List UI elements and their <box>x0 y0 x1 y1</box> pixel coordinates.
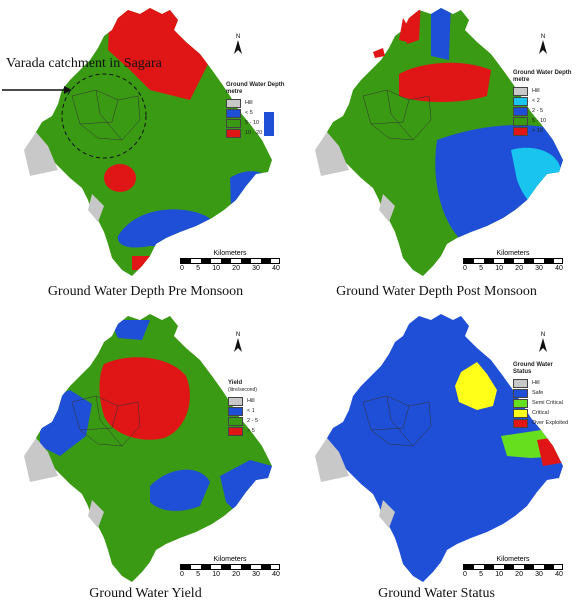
legend-label: Over Exploited <box>532 420 569 426</box>
legend-post-monsoon: Ground Water Depth metre Hill < 2 2 - 5 5… <box>513 70 572 136</box>
legend-swatch <box>226 108 241 118</box>
scale-bar: Kilometers 0 5 10 20 30 40 <box>180 556 280 578</box>
legend-swatch <box>226 128 241 138</box>
legend-label: < 5 <box>245 110 253 116</box>
north-arrow-icon <box>539 40 547 54</box>
legend-pre-monsoon: Ground Water Depth metre Hill < 5 5 - 10 … <box>226 82 296 138</box>
legend-swatch <box>226 118 241 128</box>
north-arrow-icon <box>539 338 547 352</box>
legend-label: < 2 <box>532 98 540 104</box>
panel-status: Ground Water Status Hill Safe Semi Critic… <box>291 306 582 612</box>
legend-label: Hill <box>247 398 255 404</box>
caption-post-monsoon: Ground Water Depth Post Monsoon <box>336 284 537 299</box>
legend-label: < 1 <box>247 408 255 414</box>
map-status <box>315 314 563 582</box>
legend-label: Hill <box>245 100 253 106</box>
legend-label: Semi Critical <box>532 400 563 406</box>
legend-label: 5 - 10 <box>245 120 260 126</box>
north-arrow: N <box>232 34 244 56</box>
map-post-monsoon <box>315 8 563 276</box>
legend-label: 5 - 10 <box>532 118 547 124</box>
legend-status: Ground Water Status Hill Safe Semi Critic… <box>513 362 569 428</box>
legend-swatch <box>226 98 241 108</box>
legend-label: Hill <box>532 380 540 386</box>
legend-label: Safe <box>532 390 544 396</box>
legend-label: 2 - 5 <box>532 108 544 114</box>
north-arrow: N <box>232 332 244 354</box>
panel-post-monsoon: Ground Water Depth metre Hill < 2 2 - 5 5… <box>291 0 582 306</box>
legend-label: 10 - 20 <box>245 130 263 136</box>
legend-label: 2 - 5 <box>247 418 259 424</box>
panel-yield: Yield (litre/second) Hill < 1 2 - 5 > 5 N… <box>0 306 291 612</box>
scale-bar: Kilometers 0 5 10 20 30 40 <box>180 250 280 272</box>
legend-yield: Yield (litre/second) Hill < 1 2 - 5 > 5 <box>228 380 259 436</box>
catchment-circle <box>61 73 147 159</box>
legend-title: Ground Water Depth metre <box>226 82 285 95</box>
north-arrow: N <box>537 34 549 56</box>
scale-bar: Kilometers 0 5 10 20 30 40 <box>463 250 563 272</box>
panel-pre-monsoon: Varada catchment in Sagara Ground Water … <box>0 0 291 306</box>
map-pre-monsoon <box>2 8 274 276</box>
catchment-annotation: Varada catchment in Sagara <box>6 56 162 71</box>
legend-label: > 5 <box>247 428 255 434</box>
caption-yield: Ground Water Yield <box>89 586 202 601</box>
map-yield <box>24 314 272 582</box>
north-arrow-icon <box>234 40 242 54</box>
scale-bar: Kilometers 0 5 10 20 30 40 <box>463 556 563 578</box>
legend-label: Critical <box>532 410 549 416</box>
legend-label: > 10 <box>532 128 543 134</box>
caption-status: Ground Water Status <box>378 586 495 601</box>
north-arrow-icon <box>234 338 242 352</box>
caption-pre-monsoon: Ground Water Depth Pre Monsoon <box>47 284 244 299</box>
north-arrow: N <box>537 332 549 354</box>
legend-label: Hill <box>532 88 540 94</box>
